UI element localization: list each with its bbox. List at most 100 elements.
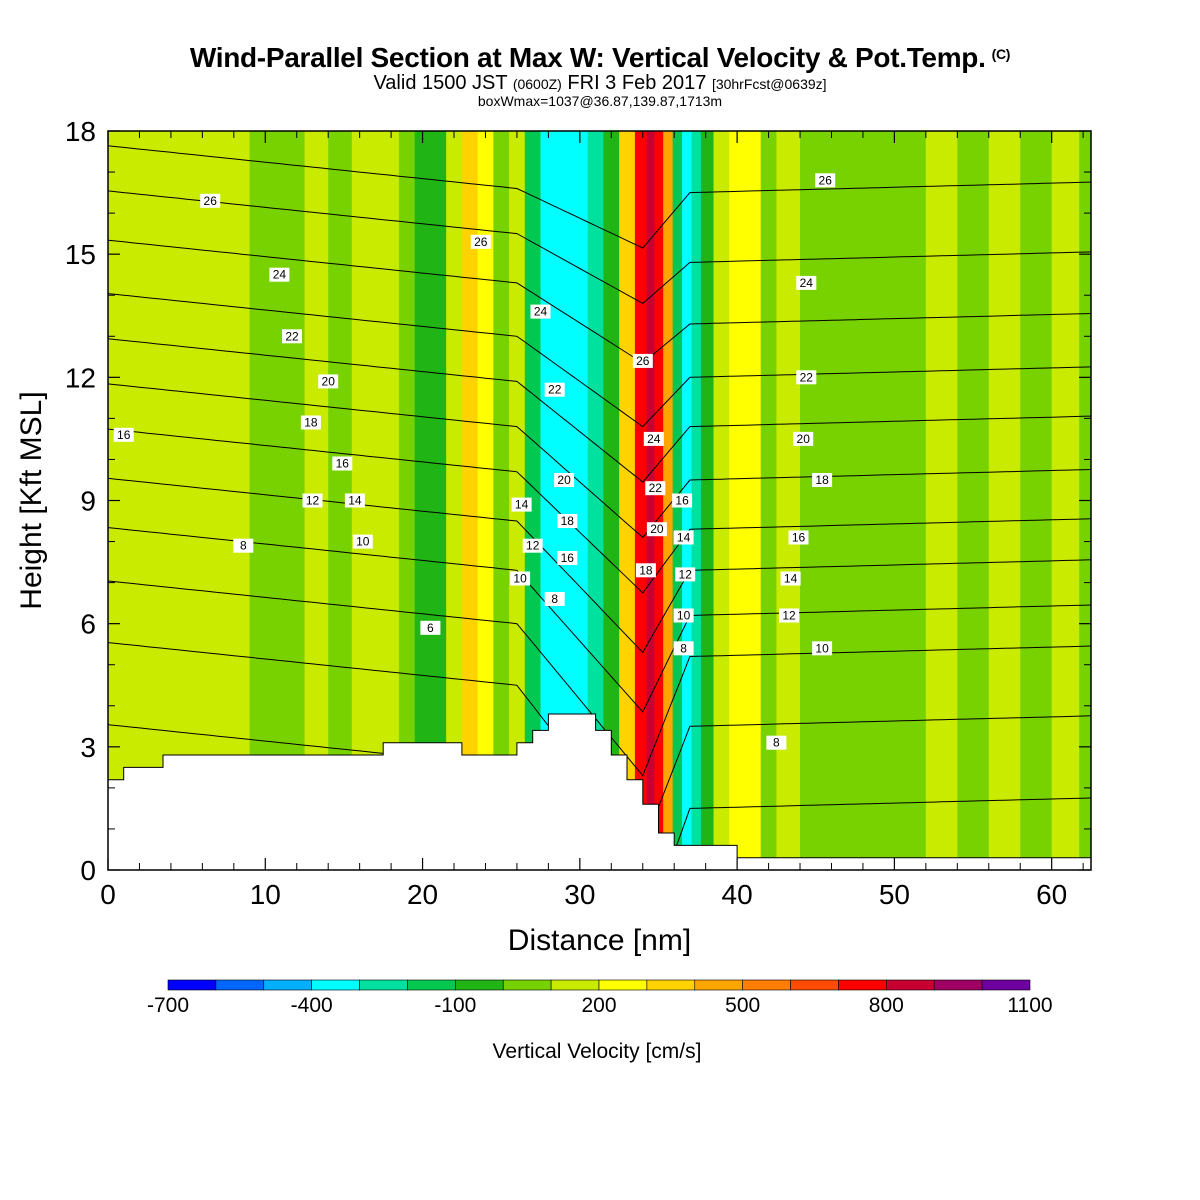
theta-contour-label: 8 — [544, 592, 565, 606]
colorbar-swatch — [502, 979, 552, 991]
theta-label-box — [113, 427, 134, 442]
theta-label-text: 20 — [650, 522, 664, 536]
y-tick-label: 0 — [80, 855, 96, 886]
theta-contour-label: 24 — [643, 431, 664, 446]
shading-column — [800, 131, 832, 870]
theta-label-box — [796, 275, 817, 290]
theta-label-box — [788, 530, 809, 545]
theta-label-text: 16 — [561, 551, 575, 565]
theta-label-text: 16 — [117, 428, 131, 442]
theta-label-box — [779, 608, 799, 623]
colorbar-swatch — [311, 979, 360, 991]
theta-label-text: 22 — [800, 370, 814, 384]
colorbar-swatch — [646, 979, 696, 991]
theta-contour-label: 24 — [269, 267, 290, 282]
theta-label-text: 26 — [819, 173, 833, 187]
colorbar-swatch — [455, 979, 504, 991]
shading-column — [446, 131, 463, 870]
y-tick-label: 6 — [80, 609, 96, 640]
subtitle-forecast: [30hrFcst@0639z] — [711, 76, 827, 92]
theta-contour-label: 20 — [554, 473, 575, 487]
theta-label-box — [766, 735, 787, 750]
theta-contour-line — [108, 428, 1091, 594]
shading-column — [831, 131, 864, 870]
theta-label-text: 12 — [679, 567, 693, 581]
shading-column — [663, 131, 674, 870]
shading-column — [760, 131, 777, 870]
theta-label-box — [632, 353, 653, 368]
theta-label-box — [793, 431, 814, 446]
colorbar-swatch — [981, 979, 1031, 991]
theta-contour-label: 14 — [511, 497, 532, 512]
shading-column — [744, 131, 762, 870]
theta-contour-label: 18 — [812, 473, 833, 487]
theta-contour-label: 22 — [645, 481, 666, 496]
theta-contour-label: 8 — [673, 641, 694, 656]
theta-contour-line — [108, 145, 1091, 249]
theta-contours: 26 24 22 20 18 16 16 14 12 10 8 6 26 24 22 20 18 16 14 12 10… — [108, 145, 1091, 863]
theta-label-text: 22 — [649, 481, 663, 495]
colorbar-label: Vertical Velocity [cm/s] — [493, 1040, 702, 1063]
subtitle-date: FRI 3 Feb 2017 — [567, 72, 707, 94]
colorbar: -700 -400 -100 200 500 800 1100 Vertical Veloci… — [147, 979, 1053, 1063]
x-tick-label: 0 — [100, 879, 116, 910]
theta-label-text: 8 — [551, 592, 558, 606]
theta-contour-label: 10 — [812, 641, 833, 656]
theta-contour-label: 22 — [282, 329, 302, 344]
terrain-polygon — [108, 713, 1091, 870]
y-tick-label: 9 — [80, 486, 96, 517]
theta-contour-label: 16 — [672, 493, 693, 508]
theta-label-text: 24 — [800, 276, 814, 290]
theta-label-text: 12 — [782, 609, 796, 623]
shading-column — [713, 131, 730, 870]
theta-label-text: 18 — [304, 416, 318, 430]
theta-label-text: 14 — [348, 494, 362, 508]
x-tick-label: 60 — [1036, 879, 1067, 910]
theta-label-box — [530, 304, 551, 319]
colorbar-tick-label: -400 — [291, 994, 333, 1017]
theta-contour-line — [108, 338, 1091, 483]
shading-column — [862, 131, 895, 870]
chart-subtitle: Valid 1500 JST (0600Z) FRI 3 Feb 2017 [3… — [0, 72, 1200, 95]
shading-column — [123, 131, 156, 870]
theta-contour-label: 14 — [780, 571, 801, 586]
theta-label-box — [510, 571, 531, 586]
theta-label-text: 6 — [427, 621, 434, 635]
theta-label-text: 14 — [515, 498, 529, 512]
colorbar-swatch — [167, 979, 217, 991]
y-tick-label: 15 — [65, 239, 96, 270]
shading-column — [729, 131, 746, 870]
theta-label-text: 12 — [306, 494, 320, 508]
theta-contour-label: 16 — [113, 427, 134, 442]
x-tick-label: 10 — [250, 879, 281, 910]
shading-column — [587, 131, 604, 870]
theta-label-text: 10 — [677, 609, 691, 623]
colorbar-swatch — [886, 979, 935, 991]
y-tick-label: 3 — [80, 732, 96, 763]
theta-label-box — [282, 329, 302, 344]
theta-label-text: 20 — [557, 473, 571, 487]
theta-label-text: 12 — [526, 539, 540, 553]
theta-contour-line — [108, 383, 1091, 539]
theta-label-box — [673, 608, 694, 623]
colorbar-tick-label: 200 — [581, 994, 616, 1017]
shading-column — [957, 131, 990, 870]
theta-label-text: 18 — [639, 563, 653, 577]
x-tick-label: 50 — [879, 879, 910, 910]
theta-contour-label: 16 — [788, 530, 809, 545]
theta-label-box — [673, 530, 694, 545]
theta-label-box — [812, 641, 833, 656]
theta-contour-line — [108, 190, 1091, 305]
theta-label-text: 14 — [677, 531, 691, 545]
theta-label-text: 8 — [773, 736, 780, 750]
shading-column — [1020, 131, 1053, 870]
theta-label-box — [200, 193, 221, 208]
colorbar-swatch — [694, 979, 743, 991]
colorbar-swatch — [550, 979, 600, 991]
colorbar-tick-label: -100 — [434, 994, 476, 1017]
shading-column — [249, 131, 274, 870]
chart-title-text: Wind-Parallel Section at Max W: Vertical… — [189, 42, 986, 73]
theta-label-text: 20 — [797, 432, 811, 446]
theta-label-box — [643, 431, 664, 446]
x-tick-label: 30 — [564, 879, 595, 910]
